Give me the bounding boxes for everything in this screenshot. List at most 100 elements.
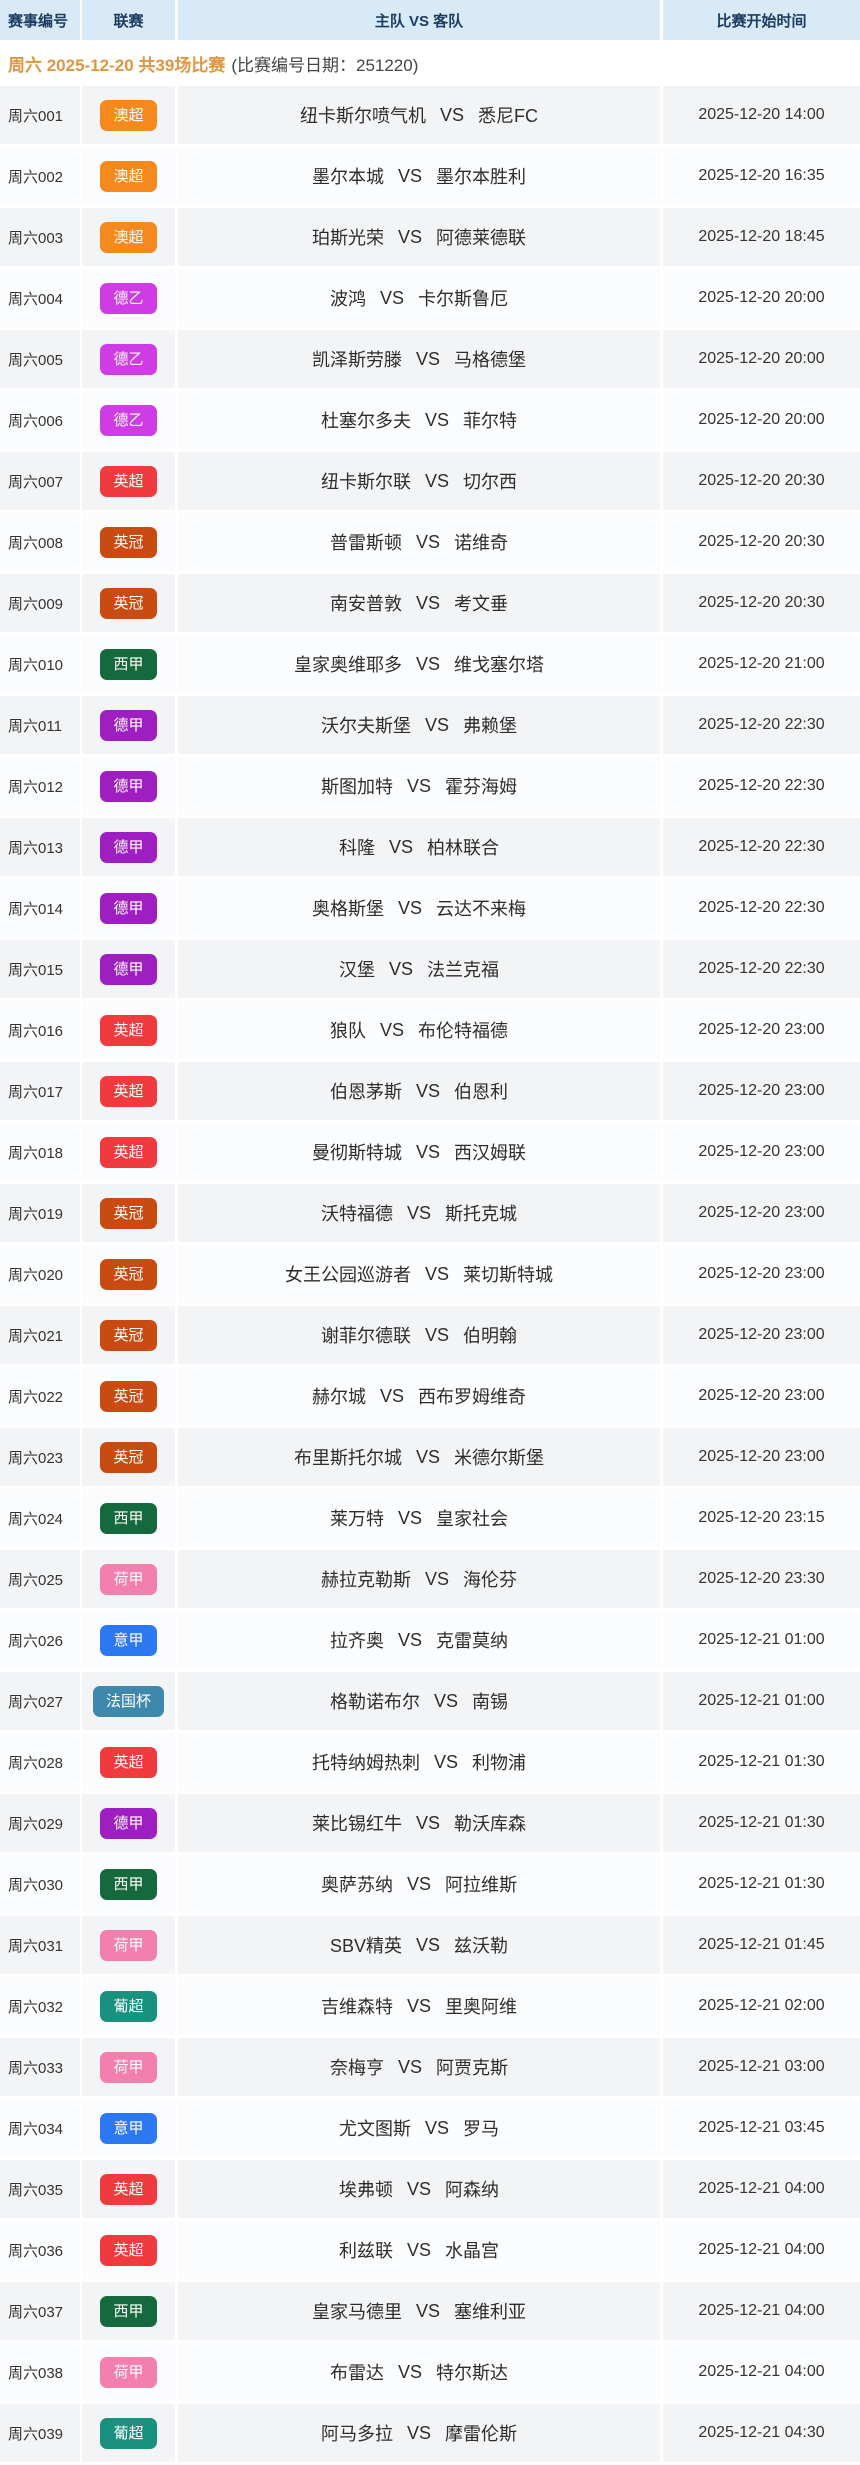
teams-cell: 伯恩茅斯 VS 伯恩利	[178, 1062, 660, 1120]
match-row[interactable]: 周六039 葡超 阿马多拉 VS 摩雷伦斯 2025-12-21 04:30	[0, 2404, 860, 2462]
match-time-cell: 2025-12-21 01:00	[663, 1611, 860, 1669]
match-time: 2025-12-20 23:00	[698, 1448, 825, 1465]
match-row[interactable]: 周六014 德甲 奥格斯堡 VS 云达不来梅 2025-12-20 22:30	[0, 879, 860, 937]
home-team: 格勒诺布尔	[329, 1692, 420, 1712]
league-cell: 德甲	[82, 818, 175, 876]
match-row[interactable]: 周六002 澳超 墨尔本城 VS 墨尔本胜利 2025-12-20 16:35	[0, 147, 860, 205]
match-row[interactable]: 周六004 德乙 波鸿 VS 卡尔斯鲁厄 2025-12-20 20:00	[0, 269, 860, 327]
match-row[interactable]: 周六032 葡超 吉维森特 VS 里奥阿维 2025-12-21 02:00	[0, 1977, 860, 2035]
match-row[interactable]: 周六006 德乙 杜塞尔多夫 VS 菲尔特 2025-12-20 20:00	[0, 391, 860, 449]
match-row[interactable]: 周六022 英冠 赫尔城 VS 西布罗姆维奇 2025-12-20 23:00	[0, 1367, 860, 1425]
match-time: 2025-12-20 22:30	[698, 899, 825, 916]
match-row[interactable]: 周六016 英超 狼队 VS 布伦特福德 2025-12-20 23:00	[0, 1001, 860, 1059]
match-number: 周六023	[8, 1449, 64, 1467]
match-row[interactable]: 周六019 英冠 沃特福德 VS 斯托克城 2025-12-20 23:00	[0, 1184, 860, 1242]
match-number: 周六022	[8, 1388, 64, 1406]
teams-cell: 奈梅亨 VS 阿贾克斯	[178, 2038, 660, 2096]
match-time-cell: 2025-12-21 04:30	[663, 2404, 860, 2462]
match-number: 周六028	[8, 1754, 64, 1772]
match-time: 2025-12-20 20:30	[698, 533, 825, 550]
home-team: 托特纳姆热刺	[311, 1753, 420, 1773]
away-team: 里奥阿维	[445, 1997, 517, 2017]
teams-cell: 珀斯光荣 VS 阿德莱德联	[178, 208, 660, 266]
match-row[interactable]: 周六030 西甲 奥萨苏纳 VS 阿拉维斯 2025-12-21 01:30	[0, 1855, 860, 1913]
league-badge: 荷甲	[100, 1563, 157, 1595]
league-badge: 英超	[100, 2173, 157, 2205]
teams-cell: 普雷斯顿 VS 诺维奇	[178, 513, 660, 571]
match-row[interactable]: 周六013 德甲 科隆 VS 柏林联合 2025-12-20 22:30	[0, 818, 860, 876]
match-time-cell: 2025-12-20 22:30	[663, 940, 860, 998]
away-team: 马格德堡	[454, 350, 526, 370]
match-number-cell: 周六026	[0, 1611, 80, 1669]
match-number-cell: 周六013	[0, 818, 80, 876]
match-row[interactable]: 周六029 德甲 莱比锡红牛 VS 勒沃库森 2025-12-21 01:30	[0, 1794, 860, 1852]
match-number-cell: 周六019	[0, 1184, 80, 1242]
match-number-cell: 周六018	[0, 1123, 80, 1181]
match-row[interactable]: 周六011 德甲 沃尔夫斯堡 VS 弗赖堡 2025-12-20 22:30	[0, 696, 860, 754]
match-row[interactable]: 周六035 英超 埃弗顿 VS 阿森纳 2025-12-21 04:00	[0, 2160, 860, 2218]
home-team: 沃尔夫斯堡	[320, 716, 411, 736]
match-row[interactable]: 周六037 西甲 皇家马德里 VS 塞维利亚 2025-12-21 04:00	[0, 2282, 860, 2340]
league-cell: 英超	[82, 1123, 175, 1181]
teams-cell: 拉齐奥 VS 克雷莫纳	[178, 1611, 660, 1669]
teams-cell: 奥格斯堡 VS 云达不来梅	[178, 879, 660, 937]
match-row[interactable]: 周六038 荷甲 布雷达 VS 特尔斯达 2025-12-21 04:00	[0, 2343, 860, 2401]
match-time: 2025-12-20 14:00	[698, 106, 825, 123]
home-team: 奈梅亨	[329, 2058, 384, 2078]
match-time-cell: 2025-12-20 23:00	[663, 1123, 860, 1181]
match-time: 2025-12-20 23:00	[698, 1082, 825, 1099]
match-number: 周六002	[8, 168, 64, 186]
match-row[interactable]: 周六023 英冠 布里斯托尔城 VS 米德尔斯堡 2025-12-20 23:0…	[0, 1428, 860, 1486]
match-time-cell: 2025-12-20 22:30	[663, 818, 860, 876]
away-team: 柏林联合	[427, 838, 499, 858]
match-row[interactable]: 周六026 意甲 拉齐奥 VS 克雷莫纳 2025-12-21 01:00	[0, 1611, 860, 1669]
match-time-cell: 2025-12-20 22:30	[663, 757, 860, 815]
league-cell: 葡超	[82, 2404, 175, 2462]
vs-label: VS	[415, 1141, 440, 1162]
match-row[interactable]: 周六010 西甲 皇家奥维耶多 VS 维戈塞尔塔 2025-12-20 21:0…	[0, 635, 860, 693]
home-team: 凯泽斯劳滕	[311, 350, 402, 370]
league-badge: 英超	[100, 1136, 157, 1168]
league-cell: 英超	[82, 1062, 175, 1120]
match-row[interactable]: 周六034 意甲 尤文图斯 VS 罗马 2025-12-21 03:45	[0, 2099, 860, 2157]
match-row[interactable]: 周六018 英超 曼彻斯特城 VS 西汉姆联 2025-12-20 23:00	[0, 1123, 860, 1181]
match-row[interactable]: 周六003 澳超 珀斯光荣 VS 阿德莱德联 2025-12-20 18:45	[0, 208, 860, 266]
away-team: 米德尔斯堡	[454, 1448, 544, 1468]
match-row[interactable]: 周六033 荷甲 奈梅亨 VS 阿贾克斯 2025-12-21 03:00	[0, 2038, 860, 2096]
match-row[interactable]: 周六036 英超 利兹联 VS 水晶宫 2025-12-21 04:00	[0, 2221, 860, 2279]
match-number-cell: 周六008	[0, 513, 80, 571]
match-row[interactable]: 周六008 英冠 普雷斯顿 VS 诺维奇 2025-12-20 20:30	[0, 513, 860, 571]
match-row[interactable]: 周六012 德甲 斯图加特 VS 霍芬海姆 2025-12-20 22:30	[0, 757, 860, 815]
match-row[interactable]: 周六020 英冠 女王公园巡游者 VS 莱切斯特城 2025-12-20 23:…	[0, 1245, 860, 1303]
teams-cell: 托特纳姆热刺 VS 利物浦	[178, 1733, 660, 1791]
match-row[interactable]: 周六021 英冠 谢菲尔德联 VS 伯明翰 2025-12-20 23:00	[0, 1306, 860, 1364]
match-row[interactable]: 周六005 德乙 凯泽斯劳滕 VS 马格德堡 2025-12-20 20:00	[0, 330, 860, 388]
match-row[interactable]: 周六009 英冠 南安普敦 VS 考文垂 2025-12-20 20:30	[0, 574, 860, 632]
match-row[interactable]: 周六007 英超 纽卡斯尔联 VS 切尔西 2025-12-20 20:30	[0, 452, 860, 510]
match-row[interactable]: 周六025 荷甲 赫拉克勒斯 VS 海伦芬 2025-12-20 23:30	[0, 1550, 860, 1608]
home-team: 南安普敦	[329, 594, 402, 614]
match-row[interactable]: 周六027 法国杯 格勒诺布尔 VS 南锡 2025-12-21 01:00	[0, 1672, 860, 1730]
away-team: 南锡	[472, 1692, 508, 1712]
home-team: 利兹联	[338, 2241, 393, 2261]
match-number: 周六031	[8, 1937, 64, 1955]
teams-cell: 赫尔城 VS 西布罗姆维奇	[178, 1367, 660, 1425]
league-cell: 德乙	[82, 391, 175, 449]
match-number-cell: 周六015	[0, 940, 80, 998]
league-badge: 西甲	[100, 1502, 157, 1534]
home-team: 女王公园巡游者	[284, 1265, 411, 1285]
match-row[interactable]: 周六001 澳超 纽卡斯尔喷气机 VS 悉尼FC 2025-12-20 14:0…	[0, 86, 860, 144]
match-row[interactable]: 周六024 西甲 莱万特 VS 皇家社会 2025-12-20 23:15	[0, 1489, 860, 1547]
match-row[interactable]: 周六028 英超 托特纳姆热刺 VS 利物浦 2025-12-21 01:30	[0, 1733, 860, 1791]
match-row[interactable]: 周六015 德甲 汉堡 VS 法兰克福 2025-12-20 22:30	[0, 940, 860, 998]
match-time: 2025-12-21 01:30	[698, 1814, 825, 1831]
match-row[interactable]: 周六031 荷甲 SBV精英 VS 兹沃勒 2025-12-21 01:45	[0, 1916, 860, 1974]
vs-label: VS	[406, 1995, 431, 2016]
away-team: 海伦芬	[463, 1570, 517, 1590]
match-number: 周六001	[8, 107, 64, 125]
match-time: 2025-12-20 20:00	[698, 289, 825, 306]
match-number: 周六009	[8, 595, 64, 613]
match-row[interactable]: 周六017 英超 伯恩茅斯 VS 伯恩利 2025-12-20 23:00	[0, 1062, 860, 1120]
teams-cell: 皇家奥维耶多 VS 维戈塞尔塔	[178, 635, 660, 693]
home-team: 奥格斯堡	[311, 899, 384, 919]
